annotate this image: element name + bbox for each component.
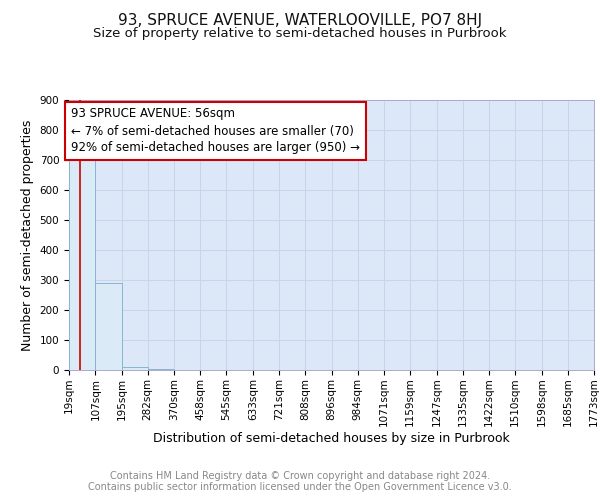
Text: 93, SPRUCE AVENUE, WATERLOOVILLE, PO7 8HJ: 93, SPRUCE AVENUE, WATERLOOVILLE, PO7 8H… [118, 12, 482, 28]
Y-axis label: Number of semi-detached properties: Number of semi-detached properties [21, 120, 34, 350]
Bar [69, 145, 95, 370]
Bar [122, 367, 148, 370]
Bar [95, 283, 122, 370]
Text: 93 SPRUCE AVENUE: 56sqm
← 7% of semi-detached houses are smaller (70)
92% of sem: 93 SPRUCE AVENUE: 56sqm ← 7% of semi-det… [71, 108, 361, 154]
Text: Size of property relative to semi-detached houses in Purbrook: Size of property relative to semi-detach… [93, 28, 507, 40]
Text: Contains HM Land Registry data © Crown copyright and database right 2024.
Contai: Contains HM Land Registry data © Crown c… [88, 471, 512, 492]
X-axis label: Distribution of semi-detached houses by size in Purbrook: Distribution of semi-detached houses by … [153, 432, 510, 445]
